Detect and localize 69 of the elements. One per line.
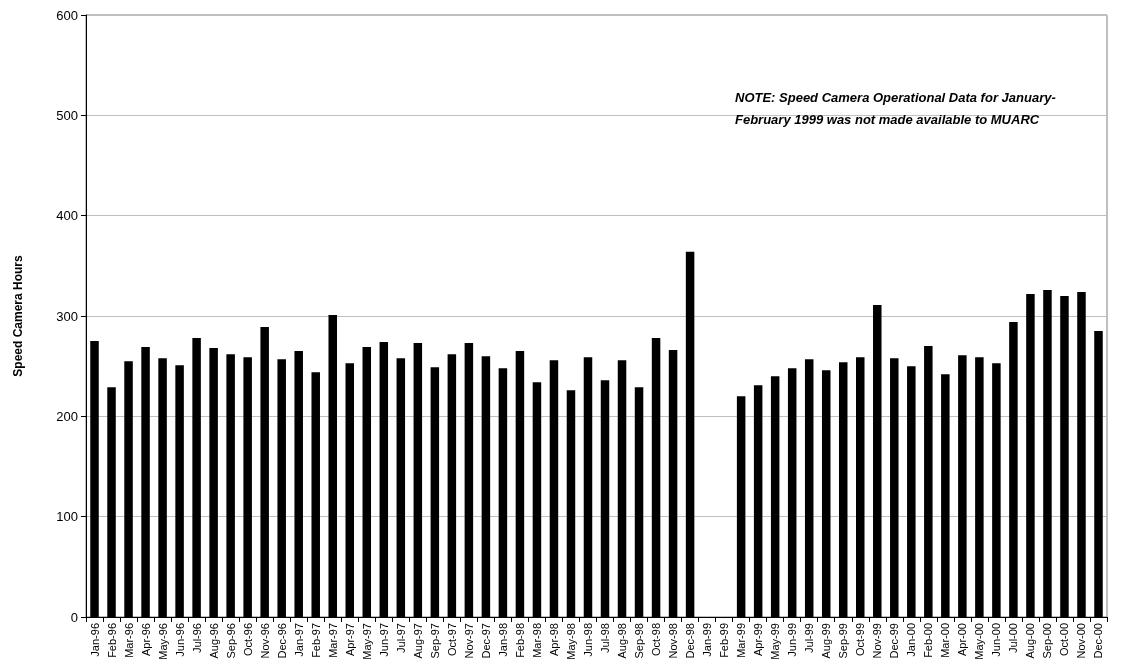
x-tick-label: Jun-99	[786, 623, 799, 657]
x-tick-label: Sep-00	[1041, 623, 1054, 659]
x-tick-label: Apr-00	[956, 623, 969, 657]
x-tick-label: Apr-97	[343, 623, 356, 657]
x-tick-label: Jun-97	[377, 623, 390, 657]
annotation: NOTE: Speed Camera Operational Data for January-February 1999 was not made available to MUARC	[735, 89, 1057, 129]
x-tick-label: Jun-98	[581, 623, 594, 657]
x-tick-label: Jan-98	[496, 623, 509, 657]
x-tick-label: Jun-96	[173, 623, 186, 657]
x-tick-label: Aug-98	[616, 623, 629, 659]
x-tick-label: Apr-99	[752, 623, 765, 657]
x-tick-label: Dec-98	[684, 623, 697, 659]
x-tick-label: Nov-96	[258, 623, 271, 659]
x-tick-label: Mar-96	[122, 623, 135, 658]
x-tick-label: May-96	[156, 623, 169, 660]
x-tick-label: Nov-99	[871, 623, 884, 659]
x-tick-label: Aug-96	[207, 623, 220, 659]
x-tick-label: Feb-98	[513, 623, 526, 658]
x-tick-label: Sep-97	[428, 623, 441, 659]
x-tick-label: Jan-97	[292, 623, 305, 657]
y-tick-label: 400	[56, 208, 78, 224]
x-tick-label: Nov-98	[667, 623, 680, 659]
y-tick-label: 600	[56, 7, 78, 23]
x-tick-label: Jan-96	[88, 623, 101, 657]
x-tick-label: Jun-00	[990, 623, 1003, 657]
y-tick-label: 200	[56, 408, 78, 424]
x-tick-label: Jul-99	[803, 623, 816, 653]
x-tick-label: Aug-97	[411, 623, 424, 659]
x-tick-label: Jul-96	[190, 623, 203, 653]
x-tick-label: Oct-99	[854, 623, 867, 657]
x-tick-label: Aug-99	[820, 623, 833, 659]
y-tick-label: 0	[70, 609, 78, 625]
x-tick-label: Dec-96	[275, 623, 288, 659]
y-tick-label: 300	[56, 308, 78, 324]
x-tick-label: Oct-96	[241, 623, 254, 657]
x-tick-label: Feb-00	[922, 623, 935, 658]
x-tick-label: Apr-98	[547, 623, 560, 657]
y-tick-label: 100	[56, 509, 78, 525]
x-tick-label: Feb-96	[105, 623, 118, 658]
x-tick-label: Oct-97	[445, 623, 458, 657]
x-tick-label: Dec-99	[888, 623, 901, 659]
x-tick-label: Jan-00	[905, 623, 918, 657]
x-tick-label: Feb-97	[309, 623, 322, 658]
x-tick-label: May-99	[769, 623, 782, 660]
x-tick-label: Mar-00	[939, 623, 952, 658]
x-tick-label: Nov-00	[1075, 623, 1088, 659]
x-tick-label: Jul-98	[599, 623, 612, 653]
x-tick-label: Sep-99	[837, 623, 850, 659]
x-tick-label: Nov-97	[462, 623, 475, 659]
x-tick-label: Dec-00	[1092, 623, 1105, 659]
x-tick-label: Oct-00	[1058, 623, 1071, 657]
x-tick-label: Feb-99	[718, 623, 731, 658]
x-tick-label: Dec-97	[479, 623, 492, 659]
x-tick-label: May-98	[564, 623, 577, 660]
x-tick-label: Sep-96	[224, 623, 237, 659]
x-tick-label: Mar-99	[735, 623, 748, 658]
y-tick-label: 500	[56, 107, 78, 123]
x-tick-label: Apr-96	[139, 623, 152, 657]
x-tick-label: Aug-00	[1024, 623, 1037, 659]
x-tick-label: Sep-98	[633, 623, 646, 659]
y-axis-title: Speed Camera Hours	[11, 254, 25, 377]
x-tick-label: Mar-97	[326, 623, 339, 658]
x-tick-label: Jul-97	[394, 623, 407, 653]
x-tick-label: May-00	[973, 623, 986, 660]
x-tick-label: Jan-99	[701, 623, 714, 657]
x-tick-label: May-97	[360, 623, 373, 660]
x-tick-label: Jul-00	[1007, 623, 1020, 653]
x-tick-label: Oct-98	[650, 623, 663, 657]
x-tick-label: Mar-98	[530, 623, 543, 658]
